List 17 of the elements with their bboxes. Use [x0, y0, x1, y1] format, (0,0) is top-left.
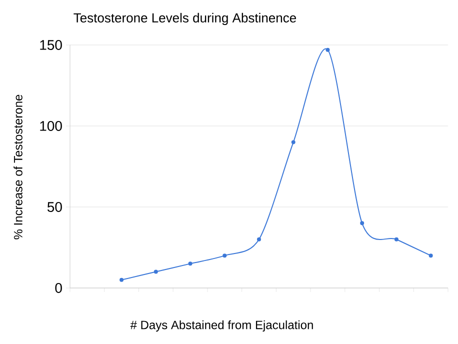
- y-tick-label: 50: [47, 202, 62, 212]
- point: [394, 237, 398, 242]
- y-tick-label: 0: [55, 283, 62, 293]
- y-tick-label: 150: [40, 40, 62, 50]
- y-axis-title: % Increase of Testosterone: [14, 94, 22, 240]
- point: [291, 140, 296, 144]
- x-axis-title: # Days Abstained from Ejaculation: [130, 320, 313, 332]
- point: [188, 262, 192, 266]
- y-tick-label: 100: [40, 121, 62, 131]
- point: [154, 270, 158, 274]
- point: [326, 48, 330, 52]
- point: [120, 278, 124, 282]
- point: [428, 254, 433, 258]
- chart-title: Testosterone Levels during Abstinence: [74, 12, 296, 26]
- point: [222, 254, 227, 258]
- point: [360, 221, 364, 226]
- point: [257, 237, 262, 242]
